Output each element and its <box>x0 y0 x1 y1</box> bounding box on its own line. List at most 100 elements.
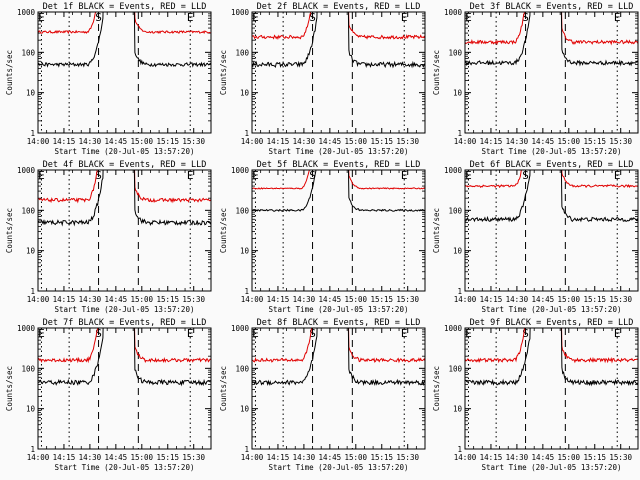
x-tick-label: 14:00 <box>241 295 264 304</box>
x-tick-label: 14:00 <box>27 137 50 146</box>
events-series-pre <box>465 12 531 67</box>
x-tick-label: 15:15 <box>370 453 393 462</box>
y-tick-label: 10 <box>453 89 463 98</box>
panel-title: Det 6f BLACK = Events, RED = LLD <box>470 160 634 170</box>
x-tick-label: 15:30 <box>182 453 205 462</box>
x-tick-label: 14:45 <box>319 295 342 304</box>
events-series-pre <box>465 170 531 223</box>
y-tick-label: 1 <box>457 445 462 454</box>
x-tick-label: 14:45 <box>532 295 555 304</box>
y-tick-label: 10 <box>453 247 463 256</box>
lld-series-pre <box>38 170 98 204</box>
lld-series-post <box>561 170 638 189</box>
y-axis-label: Counts/sec <box>432 366 441 411</box>
x-tick-label: 14:30 <box>293 295 316 304</box>
x-tick-label: 14:00 <box>241 453 264 462</box>
x-tick-label: 14:00 <box>27 453 50 462</box>
y-tick-label: 1 <box>30 287 35 296</box>
panel-5: Det 5f BLACK = Events, RED = LLD Counts/s… <box>219 160 426 314</box>
marker-label: S <box>522 169 529 182</box>
y-tick-label: 100 <box>448 48 462 57</box>
y-tick-label: 10 <box>26 405 36 414</box>
x-tick-label: 14:45 <box>319 453 342 462</box>
marker-label: E <box>252 169 259 182</box>
x-tick-label: 14:30 <box>506 453 529 462</box>
events-series-pre <box>38 328 104 386</box>
x-tick-label: 14:30 <box>506 295 529 304</box>
panel-8: Det 8f BLACK = Events, RED = LLD Counts/s… <box>219 318 426 472</box>
events-series-post <box>560 12 638 67</box>
lld-series-post <box>134 170 211 204</box>
x-tick-label: 15:00 <box>131 295 154 304</box>
panel-7: Det 7f BLACK = Events, RED = LLD Counts/s… <box>5 318 212 472</box>
x-tick-label: 14:00 <box>454 453 477 462</box>
plot-frame <box>37 11 212 134</box>
y-axis-label: Counts/sec <box>219 50 228 95</box>
x-tick-label: 15:30 <box>182 137 205 146</box>
panel-6: Det 6f BLACK = Events, RED = LLD Counts/s… <box>432 160 639 314</box>
events-series-pre <box>38 12 104 68</box>
x-tick-label: 14:15 <box>480 137 503 146</box>
lld-series-post <box>561 328 638 364</box>
x-tick-label: 14:00 <box>27 295 50 304</box>
plot-frame <box>251 169 426 292</box>
marker-label: S <box>309 169 316 182</box>
events-series-post <box>133 328 211 387</box>
marker-label: S <box>522 11 529 24</box>
x-axis-label: Start Time (20-Jul-05 13:57:20) <box>55 147 195 156</box>
x-tick-label: 14:00 <box>241 137 264 146</box>
y-tick-label: 100 <box>235 206 249 215</box>
x-tick-label: 15:15 <box>583 453 606 462</box>
x-tick-label: 14:15 <box>53 295 76 304</box>
marker-label: E <box>38 11 45 24</box>
x-tick-label: 15:30 <box>182 295 205 304</box>
lld-series-pre <box>465 328 526 364</box>
marker-label: E <box>38 169 45 182</box>
plot-frame <box>464 327 639 450</box>
panel-title: Det 7f BLACK = Events, RED = LLD <box>43 318 207 328</box>
x-tick-label: 15:30 <box>396 137 419 146</box>
x-tick-label: 14:00 <box>454 295 477 304</box>
y-tick-label: 10 <box>453 405 463 414</box>
y-tick-label: 10 <box>240 247 250 256</box>
marker-label: E <box>252 11 259 24</box>
y-tick-label: 1000 <box>17 166 36 175</box>
panel-9: Det 9f BLACK = Events, RED = LLD Counts/s… <box>432 318 639 472</box>
y-tick-label: 1 <box>244 129 249 138</box>
events-series-post <box>347 12 425 69</box>
events-series-post <box>560 170 638 223</box>
events-series-pre <box>38 170 104 227</box>
y-tick-label: 1000 <box>231 324 250 333</box>
x-tick-label: 15:00 <box>345 453 368 462</box>
plot-frame <box>37 169 212 292</box>
y-tick-label: 1 <box>244 287 249 296</box>
x-tick-label: 14:45 <box>319 137 342 146</box>
y-tick-label: 1 <box>244 445 249 454</box>
x-tick-label: 15:00 <box>131 137 154 146</box>
x-tick-label: 15:00 <box>345 137 368 146</box>
marker-label: S <box>309 11 316 24</box>
marker-label: E <box>38 327 45 340</box>
x-axis-label: Start Time (20-Jul-05 13:57:20) <box>269 305 409 314</box>
panel-3: Det 3f BLACK = Events, RED = LLD Counts/s… <box>432 2 639 156</box>
lld-series-pre <box>465 12 526 46</box>
marker-label: S <box>95 169 102 182</box>
y-tick-label: 10 <box>26 89 36 98</box>
x-tick-label: 15:30 <box>609 137 632 146</box>
x-axis-label: Start Time (20-Jul-05 13:57:20) <box>269 463 409 472</box>
lld-series-pre <box>252 328 313 363</box>
y-tick-label: 100 <box>448 206 462 215</box>
y-axis-label: Counts/sec <box>432 50 441 95</box>
x-tick-label: 14:30 <box>79 453 102 462</box>
x-tick-label: 15:00 <box>558 453 581 462</box>
y-tick-label: 1000 <box>444 8 463 17</box>
y-tick-label: 100 <box>21 48 35 57</box>
marker-label: E <box>187 11 194 24</box>
events-series-pre <box>465 328 531 386</box>
lld-series-post <box>134 328 211 364</box>
marker-label: S <box>95 327 102 340</box>
y-tick-label: 1000 <box>17 324 36 333</box>
x-tick-label: 14:15 <box>267 453 290 462</box>
x-tick-label: 14:30 <box>79 295 102 304</box>
panel-title: Det 5f BLACK = Events, RED = LLD <box>257 160 421 170</box>
